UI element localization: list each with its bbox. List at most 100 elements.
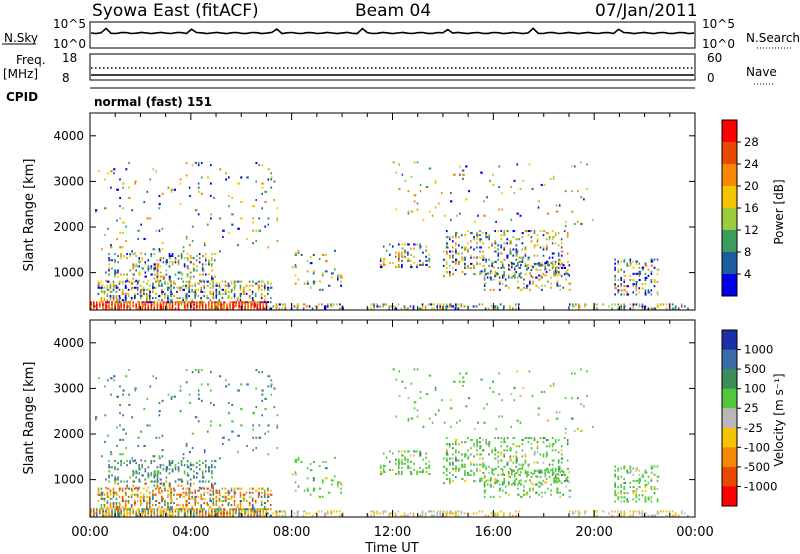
power-cell <box>520 276 523 279</box>
power-cell <box>461 246 464 249</box>
power-cell <box>185 284 187 287</box>
power-cell <box>115 290 118 293</box>
power-cell <box>232 303 235 306</box>
x-tick-label: 08:00 <box>273 525 310 540</box>
power-cell <box>514 266 516 269</box>
power-cell <box>176 290 178 293</box>
power-cell <box>514 272 516 275</box>
velocity-cell <box>336 510 338 513</box>
power-cell <box>629 260 632 263</box>
power-cell <box>189 275 192 278</box>
power-cell <box>258 164 260 167</box>
velocity-cell <box>467 473 470 476</box>
power-cell <box>629 307 632 310</box>
power-cell <box>97 286 101 289</box>
power-cell <box>161 192 164 195</box>
velocity-cell <box>461 453 464 456</box>
velocity-cell <box>141 466 143 469</box>
power-cell <box>503 234 506 237</box>
velocity-cell <box>455 457 457 460</box>
velocity-cell <box>128 393 130 396</box>
power-cell <box>173 282 176 285</box>
velocity-cell <box>147 474 150 477</box>
velocity-cell <box>530 476 533 479</box>
power-cell <box>566 232 569 235</box>
velocity-cell <box>109 506 112 509</box>
velocity-cell <box>217 510 220 513</box>
power-cell <box>100 299 103 302</box>
power-cell <box>174 259 177 262</box>
power-cell <box>492 183 495 186</box>
power-cell <box>617 262 619 265</box>
power-cell <box>208 273 210 276</box>
power-cell <box>122 246 124 249</box>
velocity-cell <box>119 412 121 415</box>
power-cell <box>267 282 269 285</box>
power-cell <box>572 303 574 306</box>
velocity-cell <box>551 469 554 472</box>
velocity-cell <box>195 514 198 517</box>
power-cell <box>224 292 227 295</box>
power-cell <box>511 262 513 265</box>
power-cell <box>501 282 504 285</box>
velocity-cell <box>617 514 620 517</box>
velocity-cell <box>112 493 115 496</box>
velocity-cell <box>101 455 103 458</box>
power-cell <box>407 212 410 215</box>
power-cell <box>545 238 548 241</box>
velocity-cell <box>235 510 237 513</box>
velocity-cell <box>222 442 224 445</box>
velocity-cell <box>373 510 375 513</box>
power-cell <box>124 295 127 298</box>
velocity-cell <box>203 491 205 494</box>
velocity-cell <box>153 484 156 487</box>
power-cell <box>171 307 174 310</box>
velocity-cell <box>146 424 149 427</box>
velocity-cell <box>162 482 165 485</box>
velocity-cell <box>149 497 151 500</box>
velocity-cell <box>568 495 572 498</box>
velocity-cell <box>626 492 629 495</box>
power-cell <box>217 307 219 310</box>
power-cell <box>455 260 458 263</box>
velocity-cell <box>257 508 260 511</box>
velocity-cell <box>207 430 209 433</box>
power-cell <box>220 303 223 306</box>
velocity-cell <box>530 471 533 474</box>
power-cell <box>449 264 451 267</box>
velocity-cell <box>517 493 520 496</box>
power-cell <box>153 301 156 304</box>
power-cell <box>226 303 228 306</box>
power-cell <box>635 289 638 292</box>
velocity-cell <box>617 496 620 499</box>
power-cell <box>586 188 588 191</box>
power-cell <box>506 242 508 245</box>
power-cell <box>521 232 524 235</box>
velocity-cell <box>112 506 115 509</box>
velocity-cell <box>197 389 200 392</box>
power-cell <box>104 207 107 210</box>
velocity-cell <box>564 427 567 430</box>
power-cell <box>227 282 230 285</box>
velocity-cell <box>461 465 464 468</box>
power-cell <box>473 256 475 259</box>
velocity-cell <box>192 470 195 473</box>
power-cell <box>161 284 163 287</box>
power-cell <box>198 253 201 256</box>
power-cell <box>114 253 116 256</box>
velocity-cell <box>123 512 125 515</box>
velocity-cell <box>159 510 162 513</box>
power-cell <box>132 263 135 266</box>
power-cell <box>547 264 550 267</box>
velocity-cell <box>185 502 188 505</box>
power-cell <box>138 305 140 308</box>
power-cell <box>340 280 342 283</box>
velocity-cell <box>205 512 207 515</box>
velocity-cell <box>529 479 531 482</box>
velocity-cell <box>523 489 525 492</box>
velocity-cell <box>485 441 487 444</box>
velocity-cell <box>211 512 213 515</box>
velocity-cell <box>155 504 157 507</box>
velocity-cell <box>623 496 626 499</box>
power-cell <box>614 293 616 296</box>
